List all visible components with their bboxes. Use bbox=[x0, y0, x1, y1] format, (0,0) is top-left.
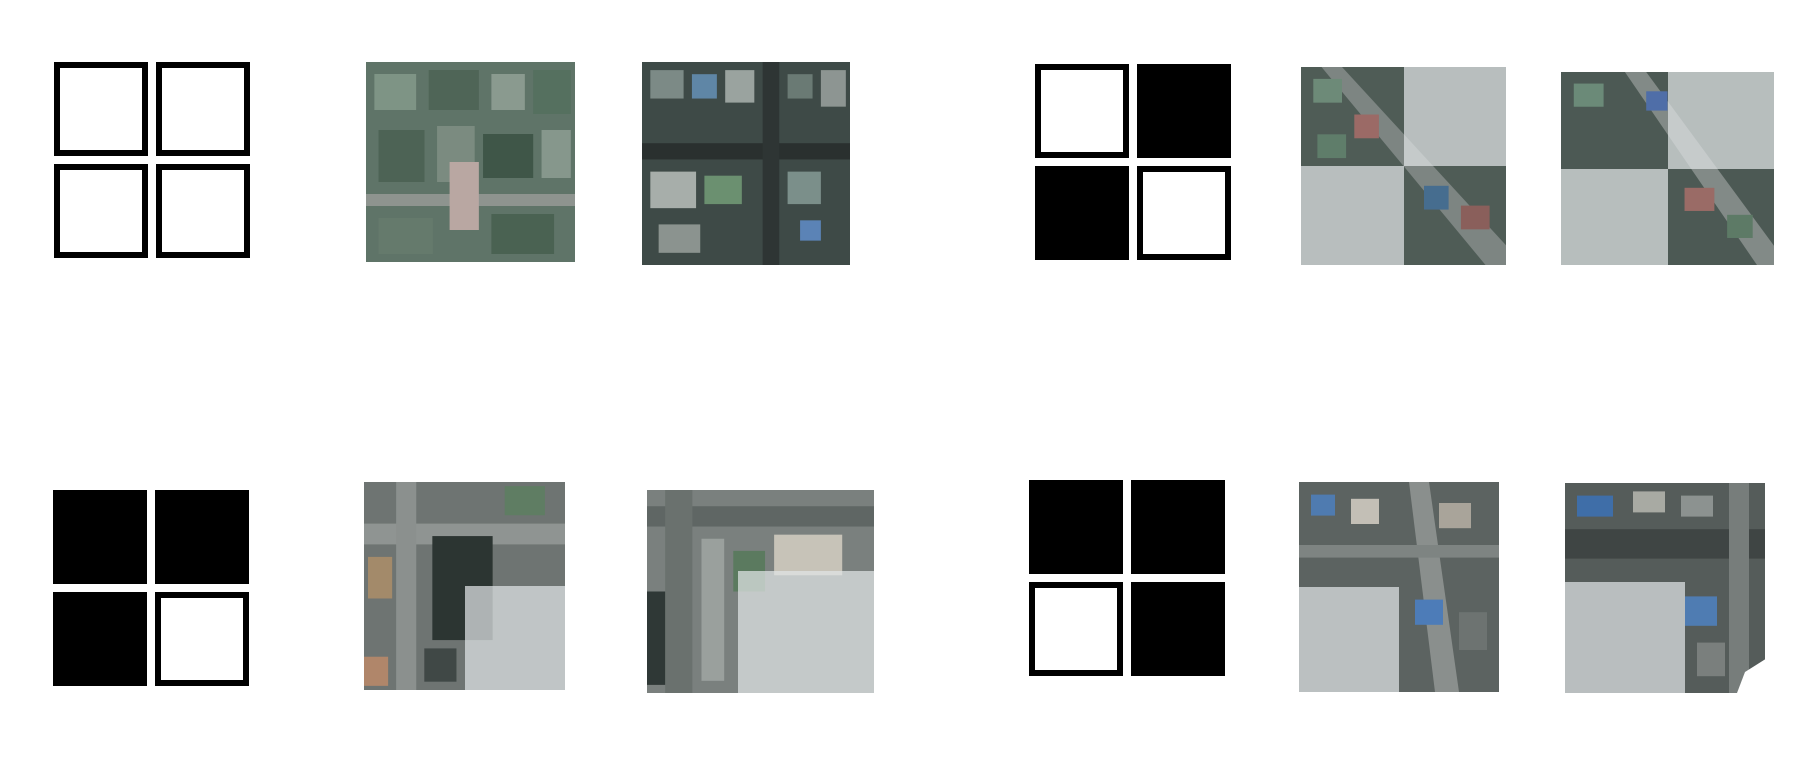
mask-cell-filled bbox=[1029, 480, 1123, 574]
mask-cell-filled bbox=[53, 490, 147, 584]
mask-grid-diagonal bbox=[1035, 64, 1231, 260]
masked-region bbox=[1299, 587, 1399, 692]
aerial-tile-output bbox=[1561, 72, 1774, 265]
aerial-tile-output bbox=[1565, 483, 1765, 693]
mask-cell-open bbox=[155, 592, 249, 686]
aerial-tile-input bbox=[366, 62, 575, 262]
mask-cell-open bbox=[1029, 582, 1123, 676]
mask-cell-open bbox=[54, 164, 148, 258]
mask-cell-filled bbox=[1137, 64, 1231, 158]
mask-cell-open bbox=[54, 62, 148, 156]
aerial-tile-input bbox=[364, 482, 565, 690]
mask-cell-open bbox=[156, 62, 250, 156]
mask-cell-open bbox=[1035, 64, 1129, 158]
aerial-tile-output bbox=[642, 62, 850, 265]
masked-region bbox=[1667, 72, 1774, 169]
masked-region bbox=[1301, 166, 1404, 265]
masked-region bbox=[464, 586, 565, 690]
masked-region bbox=[737, 571, 874, 693]
masked-region bbox=[1565, 581, 1685, 693]
mask-cell-filled bbox=[1131, 582, 1225, 676]
mask-grid-all-open bbox=[54, 62, 250, 258]
mask-cell-open bbox=[156, 164, 250, 258]
mask-cell-filled bbox=[1035, 166, 1129, 260]
mask-grid-bottom-right-open bbox=[53, 490, 249, 686]
aerial-tile-output bbox=[647, 490, 874, 693]
masked-region bbox=[1403, 67, 1506, 166]
mask-cell-filled bbox=[155, 490, 249, 584]
masked-region bbox=[1561, 168, 1668, 265]
mask-grid-bottom-left-open bbox=[1029, 480, 1225, 676]
mask-cell-filled bbox=[1131, 480, 1225, 574]
mask-cell-filled bbox=[53, 592, 147, 686]
aerial-tile-input bbox=[1299, 482, 1499, 692]
mask-cell-open bbox=[1137, 166, 1231, 260]
aerial-tile-input bbox=[1301, 67, 1506, 265]
